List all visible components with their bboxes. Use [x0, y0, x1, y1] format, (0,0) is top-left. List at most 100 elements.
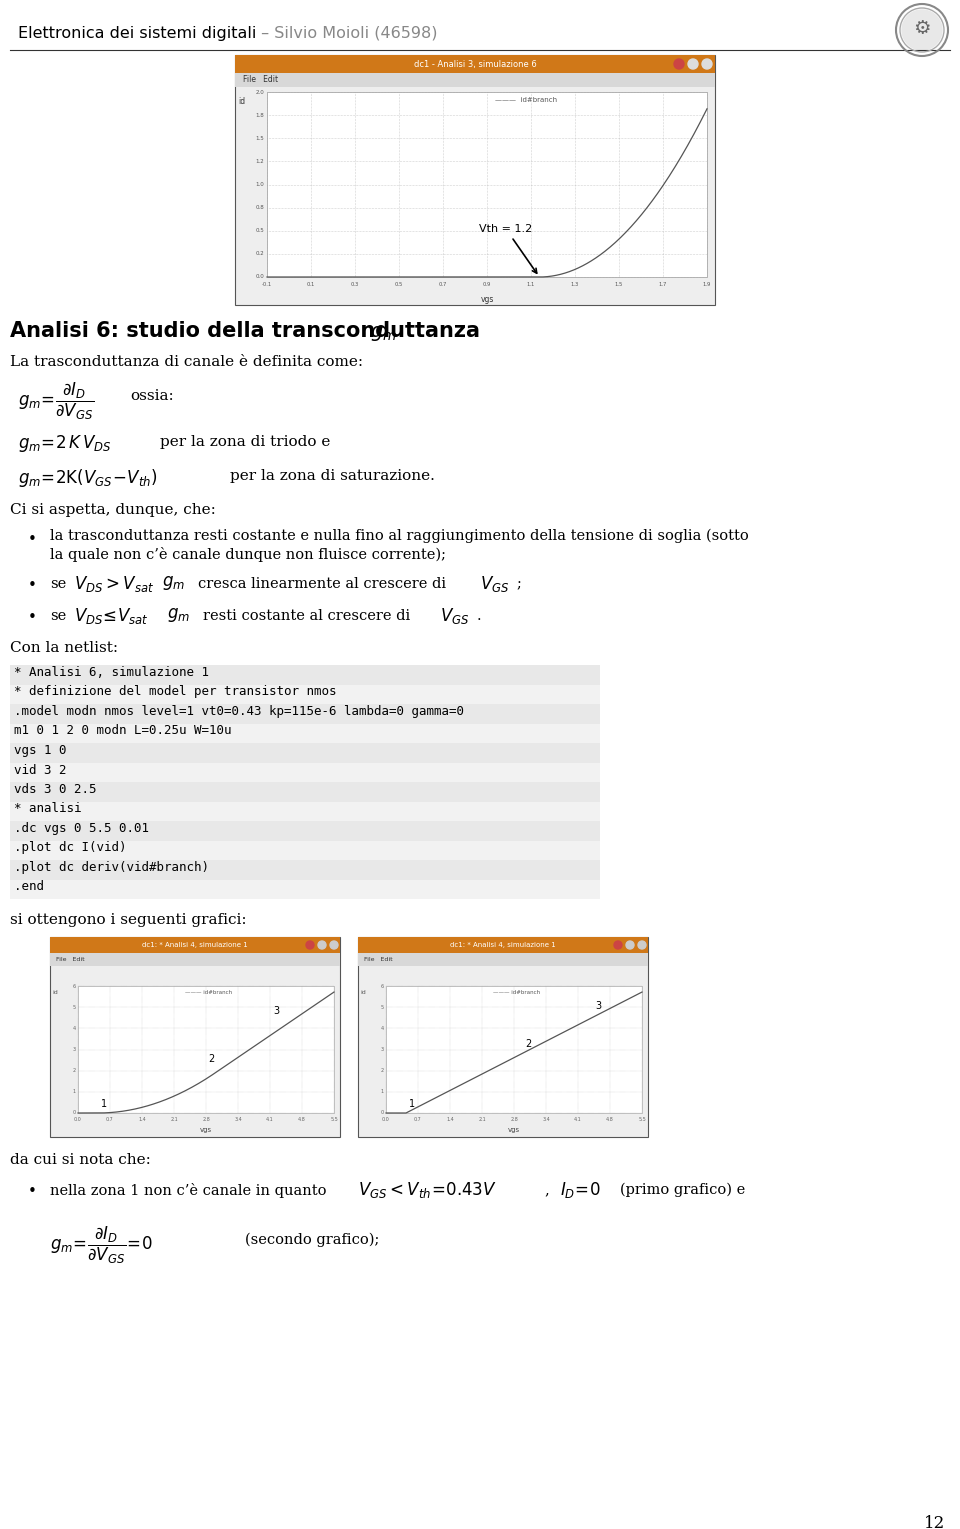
Text: $g_m\!=\!2\,K\,V_{DS}$: $g_m\!=\!2\,K\,V_{DS}$ — [18, 433, 111, 454]
Text: 0.2: 0.2 — [255, 251, 264, 257]
Text: 12: 12 — [924, 1515, 945, 1529]
Bar — [50, 953, 340, 966]
Text: * Analisi 6, simulazione 1: * Analisi 6, simulazione 1 — [14, 667, 209, 679]
Text: 1.5: 1.5 — [255, 136, 264, 141]
Text: 2: 2 — [526, 1040, 532, 1049]
Text: se: se — [50, 609, 66, 622]
Text: File   Edit: File Edit — [56, 957, 84, 962]
Text: 0.7: 0.7 — [107, 1118, 114, 1122]
Text: da cui si nota che:: da cui si nota che: — [10, 1153, 151, 1167]
Text: 3.4: 3.4 — [234, 1118, 242, 1122]
Bar — [10, 841, 600, 859]
Text: 3: 3 — [274, 1006, 279, 1015]
Text: 2: 2 — [208, 1053, 215, 1064]
Text: 1.0: 1.0 — [255, 182, 264, 187]
Bar — [10, 665, 600, 685]
Text: 6: 6 — [73, 983, 76, 989]
Circle shape — [674, 60, 684, 69]
Text: 2.8: 2.8 — [203, 1118, 210, 1122]
Text: 2.8: 2.8 — [510, 1118, 517, 1122]
Text: Vth = 1.2: Vth = 1.2 — [479, 225, 537, 274]
Text: ——— id#branch: ——— id#branch — [493, 989, 540, 995]
Text: vgs: vgs — [508, 1127, 520, 1133]
Text: 2.1: 2.1 — [170, 1118, 178, 1122]
Text: File   Edit: File Edit — [364, 957, 393, 962]
Text: 0.0: 0.0 — [74, 1118, 82, 1122]
Text: 5: 5 — [381, 1005, 384, 1009]
Text: 1.2: 1.2 — [255, 159, 264, 164]
Text: 1: 1 — [409, 1099, 416, 1109]
Text: vgs: vgs — [480, 295, 493, 304]
Bar — [10, 763, 600, 781]
Text: •: • — [28, 578, 36, 593]
Text: $V_{DS}>V_{sat}$: $V_{DS}>V_{sat}$ — [74, 573, 155, 593]
Circle shape — [306, 940, 314, 950]
Text: dc1: * Analisi 4, simulazione 1: dc1: * Analisi 4, simulazione 1 — [142, 942, 248, 948]
Text: per la zona di triodo e: per la zona di triodo e — [160, 434, 330, 450]
Text: ———  id#branch: ——— id#branch — [495, 96, 557, 102]
Text: 0.8: 0.8 — [255, 205, 264, 209]
Text: nella zona 1 non c’è canale in quanto: nella zona 1 non c’è canale in quanto — [50, 1183, 326, 1199]
Text: 1.5: 1.5 — [614, 281, 623, 287]
Text: 2.1: 2.1 — [478, 1118, 486, 1122]
Text: 5.5: 5.5 — [638, 1118, 646, 1122]
Text: la quale non c’è canale dunque non fluisce corrente);: la quale non c’è canale dunque non fluis… — [50, 547, 446, 563]
Text: 6: 6 — [381, 983, 384, 989]
Circle shape — [902, 11, 942, 50]
Text: 3: 3 — [381, 1047, 384, 1052]
Text: 4: 4 — [73, 1026, 76, 1031]
Text: File   Edit: File Edit — [243, 75, 278, 84]
Text: 2.0: 2.0 — [255, 90, 264, 95]
Text: 4.1: 4.1 — [574, 1118, 582, 1122]
Text: 1: 1 — [101, 1099, 108, 1109]
Text: Elettronica dei sistemi digitali: Elettronica dei sistemi digitali — [18, 26, 256, 41]
Text: 0.9: 0.9 — [483, 281, 492, 287]
Circle shape — [688, 60, 698, 69]
Text: 3.4: 3.4 — [542, 1118, 550, 1122]
Text: $V_{DS}\!\leq\! V_{sat}$: $V_{DS}\!\leq\! V_{sat}$ — [74, 605, 149, 625]
Text: Con la netlist:: Con la netlist: — [10, 641, 118, 654]
Text: 0: 0 — [381, 1110, 384, 1116]
Bar — [358, 937, 648, 953]
Text: •: • — [28, 610, 36, 625]
Text: 1: 1 — [381, 1089, 384, 1095]
Text: 1.4: 1.4 — [138, 1118, 146, 1122]
Text: 4: 4 — [381, 1026, 384, 1031]
Bar — [10, 821, 600, 841]
Text: (primo grafico) e: (primo grafico) e — [620, 1183, 745, 1197]
Bar — [10, 685, 600, 703]
Bar — [10, 781, 600, 801]
Text: vds 3 0 2.5: vds 3 0 2.5 — [14, 783, 97, 797]
Text: 0.7: 0.7 — [414, 1118, 421, 1122]
Text: $V_{GS}$: $V_{GS}$ — [480, 573, 510, 593]
Circle shape — [702, 60, 712, 69]
Text: ⚙: ⚙ — [913, 20, 931, 38]
Bar — [78, 986, 334, 1113]
Text: $g_m$: $g_m$ — [162, 573, 185, 592]
Text: ;: ; — [517, 576, 522, 592]
Text: 1.3: 1.3 — [571, 281, 579, 287]
Text: 1.7: 1.7 — [659, 281, 667, 287]
Text: •: • — [28, 532, 36, 547]
Text: 0.3: 0.3 — [350, 281, 359, 287]
Text: 0: 0 — [73, 1110, 76, 1116]
Text: vgs 1 0: vgs 1 0 — [14, 745, 66, 757]
Text: .plot dc I(vid): .plot dc I(vid) — [14, 841, 127, 855]
Text: 1.1: 1.1 — [527, 281, 535, 287]
Text: 0.0: 0.0 — [255, 275, 264, 280]
Text: -0.1: -0.1 — [262, 281, 272, 287]
Text: dc1 - Analisi 3, simulazione 6: dc1 - Analisi 3, simulazione 6 — [414, 60, 537, 69]
Text: 4.8: 4.8 — [606, 1118, 613, 1122]
Text: 2: 2 — [381, 1069, 384, 1073]
Text: •: • — [28, 1183, 36, 1199]
Text: 2: 2 — [73, 1069, 76, 1073]
Text: 3: 3 — [73, 1047, 76, 1052]
Text: 3: 3 — [595, 1001, 602, 1011]
Text: .end: .end — [14, 881, 44, 893]
Text: 1.4: 1.4 — [446, 1118, 454, 1122]
Text: (secondo grafico);: (secondo grafico); — [245, 1232, 379, 1248]
Text: 0.0: 0.0 — [382, 1118, 390, 1122]
Bar — [10, 801, 600, 821]
Circle shape — [614, 940, 622, 950]
Text: Analisi 6: studio della transconduttanza: Analisi 6: studio della transconduttanza — [10, 321, 480, 341]
